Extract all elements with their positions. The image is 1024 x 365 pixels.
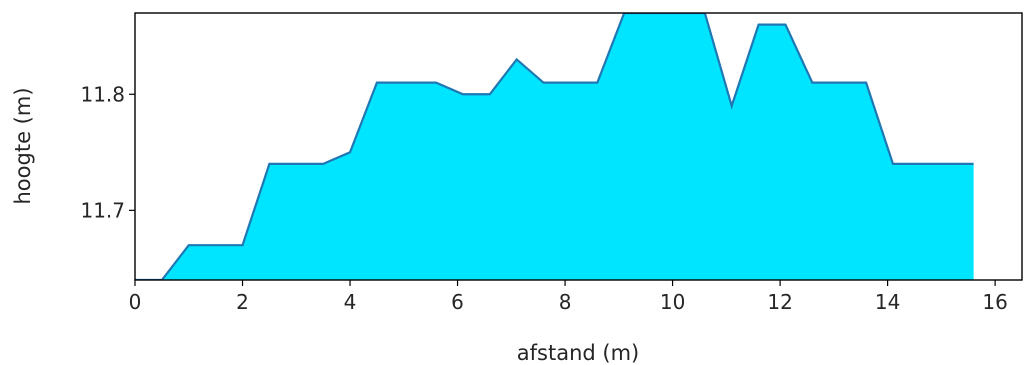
- plot-frame: [134, 12, 1023, 281]
- x-tick-label: 6: [451, 290, 464, 314]
- y-tick-label: 11.7: [80, 198, 125, 222]
- area-fill: [135, 13, 974, 280]
- x-tick-label: 16: [982, 290, 1007, 314]
- y-tick-label: 11.8: [80, 82, 125, 106]
- x-tick-label: 10: [660, 290, 685, 314]
- x-tick-label: 2: [236, 290, 249, 314]
- y-axis-ticks: 11.7 11.8: [80, 82, 135, 222]
- x-tick-label: 14: [875, 290, 900, 314]
- x-tick-label: 8: [559, 290, 572, 314]
- series-line: [135, 13, 974, 280]
- y-axis-label: hoogte (m): [11, 87, 35, 204]
- x-tick-label: 12: [767, 290, 792, 314]
- plot-area: [135, 13, 974, 280]
- x-tick-label: 4: [344, 290, 357, 314]
- x-axis-ticks: 0 2 4 6 8 10 12 14 16: [129, 280, 1008, 314]
- x-tick-label: 0: [129, 290, 142, 314]
- x-axis-label: afstand (m): [517, 341, 639, 365]
